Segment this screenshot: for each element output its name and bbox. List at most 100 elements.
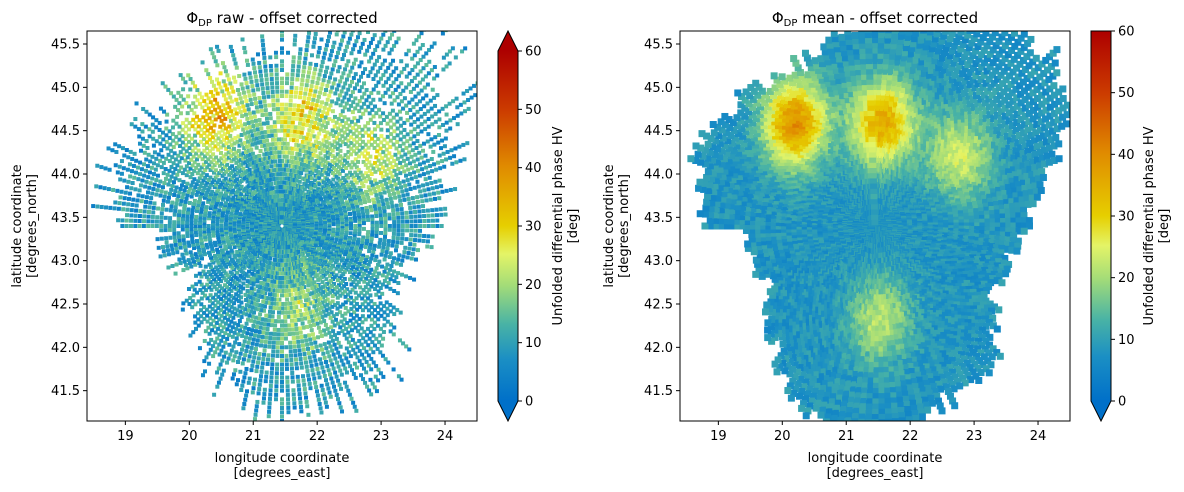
radar-gate [298,330,303,335]
radar-gate [366,302,371,307]
radar-gate [312,134,317,139]
radar-gate [183,262,188,267]
radar-gate [337,310,342,315]
radar-gate [296,103,301,108]
radar-gate [163,190,168,195]
radar-gate [293,287,298,292]
radar-gate [289,89,294,94]
radar-gate [388,83,393,88]
radar-gate [236,283,241,288]
radar-gate [186,207,191,212]
radar-gate [352,361,357,366]
radar-gate [282,258,287,263]
radar-gate [354,190,359,195]
radar-gate [323,322,328,327]
radar-gate [331,233,336,238]
radar-gate [381,150,386,155]
radar-gate [348,152,353,157]
radar-gate [444,157,449,162]
radar-gate [347,324,352,329]
radar-gate [366,127,371,132]
radar-gate [255,269,260,274]
radar-gate [297,179,302,184]
radar-gate [280,159,284,163]
radar-gate [372,104,377,109]
radar-gate [344,63,349,68]
radar-gate [235,360,240,365]
radar-gate [220,211,225,216]
radar-gate [286,159,291,164]
radar-gate [339,286,344,291]
radar-gate [309,119,314,124]
radar-gate [155,188,160,193]
radar-gate [357,359,362,364]
radar-gate [337,65,342,70]
radar-gate [250,271,255,276]
radar-gate [400,236,405,241]
radar-gate [295,77,300,82]
radar-gate [350,255,355,260]
radar-gate [119,189,124,194]
radar-gate [285,388,290,393]
radar-gate [356,329,361,334]
radar-gate [268,292,273,297]
radar-gate [181,234,186,239]
radar-gate [267,405,272,410]
radar-gate [241,281,246,286]
radar-gate [264,287,269,292]
radar-gate [322,128,327,133]
radar-gate [194,233,199,238]
radar-gate [381,83,386,88]
radar-gate [244,393,249,398]
radar-gate [239,347,244,352]
radar-gate [336,83,341,88]
radar-gate [350,192,355,197]
radar-gate [306,412,311,417]
radar-gate [371,197,376,202]
radar-gate [284,358,289,363]
radar-gate [357,198,362,203]
radar-gate [180,217,185,222]
radar-gate [255,399,260,404]
radar-gate [295,73,300,78]
radar-gate [147,170,152,175]
radar-gate [300,185,305,190]
radar-gate [215,247,220,252]
radar-gate [374,233,379,238]
radar-gate [294,366,299,371]
radar-gate [337,288,342,293]
radar-gate [380,156,385,161]
radar-gate [301,135,306,140]
radar-gate [390,243,395,248]
radar-gate [211,231,216,236]
radar-gate [357,226,362,231]
radar-gate [318,151,323,156]
radar-gate [350,65,355,70]
radar-gate [241,219,246,224]
radar-gate [319,37,324,42]
radar-gate [351,149,356,154]
radar-gate [351,125,356,130]
radar-gate [138,183,143,188]
radar-gate [348,295,353,300]
radar-gate [328,146,333,151]
radar-gate [231,315,236,320]
radar-gate [210,226,215,231]
radar-gate [331,246,336,251]
radar-gate [440,159,445,164]
radar-gate [328,103,333,108]
radar-gate [314,116,319,121]
radar-gate [398,116,403,121]
radar-gate [302,95,307,100]
radar-gate [338,122,343,127]
radar-gate [350,110,355,115]
radar-gate [309,341,314,346]
radar-gate [280,141,284,146]
radar-gate [317,316,322,321]
radar-gate [389,132,394,137]
radar-gate [349,103,354,108]
radar-gate [302,144,307,149]
radar-gate [310,281,315,286]
radar-gate [424,62,429,67]
radar-gate [269,296,274,301]
